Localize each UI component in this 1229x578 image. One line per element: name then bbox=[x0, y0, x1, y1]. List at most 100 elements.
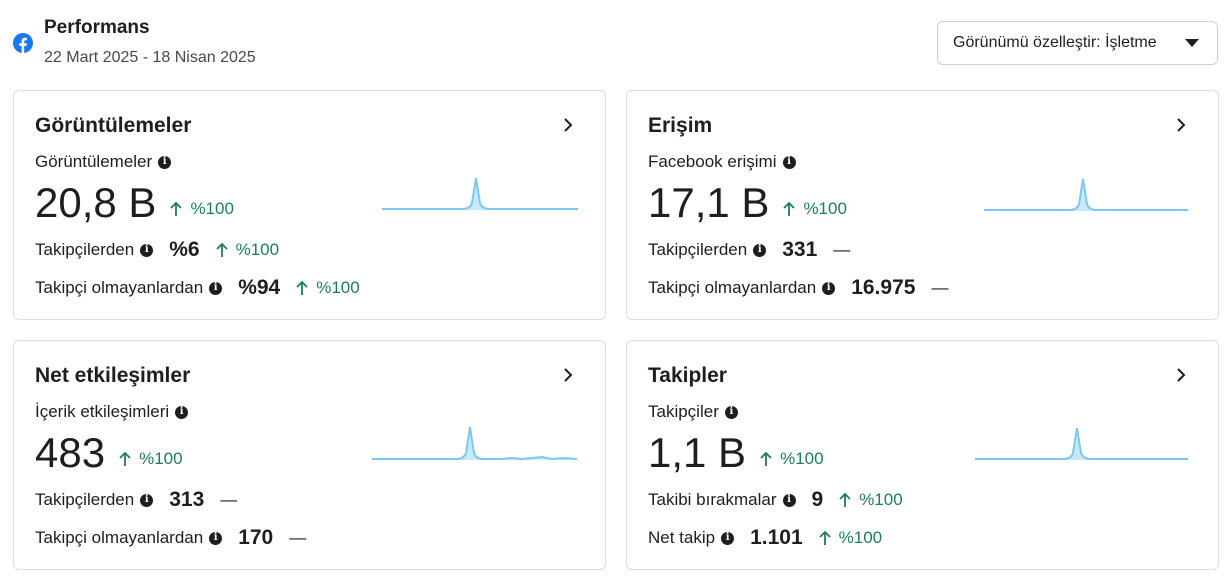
chevron-right-icon[interactable] bbox=[561, 365, 575, 385]
card-net-engagements: Net etkileşimler İçerik etkileşimleri i … bbox=[13, 340, 606, 570]
info-icon[interactable]: i bbox=[140, 493, 154, 507]
breakdown-value: 313 bbox=[169, 488, 205, 511]
info-icon[interactable]: i bbox=[721, 531, 735, 545]
customize-view-label: Görünümü özelleştir: İşletme bbox=[953, 34, 1157, 51]
performance-header: Performans 22 Mart 2025 - 18 Nisan 2025 … bbox=[0, 0, 1229, 80]
breakdown-label: Takibi bırakmalar bbox=[648, 490, 777, 509]
breakdown-label: Takipçi olmayanlardan bbox=[648, 278, 817, 297]
sparkline-chart bbox=[372, 426, 577, 461]
breakdown-delta-text: — bbox=[931, 278, 949, 297]
metric-value-row: 483 %100 bbox=[35, 429, 183, 477]
breakdown-row: Takipçilerden i 331 — bbox=[648, 238, 850, 262]
metric-delta-text: %100 bbox=[803, 199, 847, 218]
metric-value-row: 17,1 B %100 bbox=[648, 179, 847, 227]
arrow-up-icon bbox=[819, 530, 831, 545]
breakdown-delta-text: %100 bbox=[838, 528, 883, 547]
info-icon[interactable]: i bbox=[782, 155, 796, 169]
breakdown-value: 170 bbox=[238, 526, 274, 549]
breakdown-delta: %100 bbox=[819, 528, 882, 548]
breakdown-delta: %100 bbox=[839, 490, 903, 510]
breakdown-delta-text: — bbox=[220, 490, 238, 509]
breakdown-value: 16.975 bbox=[851, 276, 916, 299]
breakdown-label: Takipçi olmayanlardan bbox=[35, 278, 204, 297]
metric-label: Facebook erişimi i bbox=[648, 152, 796, 172]
breakdown-value: %6 bbox=[169, 238, 200, 261]
breakdown-label: Takipçilerden bbox=[35, 490, 135, 509]
breakdown-value: 1.101 bbox=[750, 526, 803, 549]
card-reach: Erişim Facebook erişimi i 17,1 B %100 Ta… bbox=[626, 90, 1219, 320]
breakdown-delta-text: %100 bbox=[316, 278, 360, 297]
breakdown-row: Takipçilerden i 313 — bbox=[35, 488, 237, 512]
arrow-up-icon bbox=[760, 451, 772, 466]
caret-down-icon bbox=[1185, 39, 1199, 47]
chevron-right-icon[interactable] bbox=[1174, 115, 1188, 135]
metric-label-text: İçerik etkileşimleri bbox=[35, 402, 170, 421]
metric-value: 483 bbox=[35, 429, 106, 476]
metric-label-text: Takipçiler bbox=[648, 402, 719, 421]
metric-delta: %100 bbox=[783, 199, 847, 219]
info-icon[interactable]: i bbox=[782, 493, 796, 507]
info-icon[interactable]: i bbox=[209, 531, 223, 545]
facebook-icon bbox=[13, 33, 33, 53]
customize-view-dropdown[interactable]: Görünümü özelleştir: İşletme bbox=[937, 21, 1218, 65]
metric-label-text: Görüntülemeler bbox=[35, 152, 153, 171]
breakdown-row: Net takip i 1.101 %100 bbox=[648, 526, 882, 550]
breakdown-value: 9 bbox=[811, 488, 824, 511]
breakdown-delta-text: — bbox=[833, 240, 851, 259]
metric-label: Görüntülemeler i bbox=[35, 152, 172, 172]
info-icon[interactable]: i bbox=[209, 281, 223, 295]
date-range: 22 Mart 2025 - 18 Nisan 2025 bbox=[44, 49, 256, 66]
arrow-up-icon bbox=[119, 451, 131, 466]
card-title: Net etkileşimler bbox=[35, 364, 191, 387]
breakdown-row: Takipçi olmayanlardan i 170 — bbox=[35, 526, 306, 550]
breakdown-row: Takibi bırakmalar i 9 %100 bbox=[648, 488, 903, 512]
card-views: Görüntülemeler Görüntülemeler i 20,8 B %… bbox=[13, 90, 606, 320]
card-title: Takipler bbox=[648, 364, 727, 387]
breakdown-delta: %100 bbox=[296, 278, 360, 298]
metric-delta-text: %100 bbox=[780, 449, 824, 468]
card-title: Görüntülemeler bbox=[35, 114, 192, 137]
breakdown-label: Takipçi olmayanlardan bbox=[35, 528, 204, 547]
arrow-up-icon bbox=[839, 492, 851, 507]
metric-value: 20,8 B bbox=[35, 179, 157, 226]
metric-delta-text: %100 bbox=[139, 449, 183, 468]
card-title: Erişim bbox=[648, 114, 713, 137]
chevron-right-icon[interactable] bbox=[561, 115, 575, 135]
breakdown-delta-text: — bbox=[289, 528, 307, 547]
breakdown-delta-text: %100 bbox=[235, 240, 280, 259]
info-icon[interactable]: i bbox=[140, 243, 154, 257]
breakdown-row: Takipçi olmayanlardan i 16.975 — bbox=[648, 276, 948, 300]
breakdown-row: Takipçilerden i %6 %100 bbox=[35, 238, 279, 262]
info-icon[interactable]: i bbox=[753, 243, 767, 257]
metric-delta: %100 bbox=[170, 199, 234, 219]
breakdown-delta-text: %100 bbox=[859, 490, 903, 509]
metric-delta: %100 bbox=[760, 449, 824, 469]
metric-value-row: 1,1 B %100 bbox=[648, 429, 824, 477]
breakdown-label: Takipçilerden bbox=[648, 240, 748, 259]
page-title: Performans bbox=[44, 17, 150, 38]
arrow-up-icon bbox=[296, 280, 308, 295]
info-icon[interactable]: i bbox=[158, 155, 172, 169]
breakdown-row: Takipçi olmayanlardan i %94 %100 bbox=[35, 276, 360, 300]
sparkline-chart bbox=[975, 427, 1188, 460]
metric-value: 1,1 B bbox=[648, 429, 747, 476]
info-icon[interactable]: i bbox=[175, 405, 189, 419]
arrow-up-icon bbox=[215, 242, 228, 257]
metric-value-row: 20,8 B %100 bbox=[35, 179, 234, 227]
metric-delta: %100 bbox=[119, 449, 183, 469]
arrow-up-icon bbox=[783, 201, 796, 216]
info-icon[interactable]: i bbox=[822, 281, 836, 295]
metric-value: 17,1 B bbox=[648, 179, 770, 226]
metric-label: Takipçiler i bbox=[648, 402, 738, 422]
breakdown-label: Takipçilerden bbox=[35, 240, 135, 259]
breakdown-delta: %100 bbox=[215, 240, 280, 260]
card-follows: Takipler Takipçiler i 1,1 B %100 Takibi … bbox=[626, 340, 1219, 570]
metric-label-text: Facebook erişimi bbox=[648, 152, 777, 171]
breakdown-label: Net takip bbox=[648, 528, 716, 547]
chevron-right-icon[interactable] bbox=[1174, 365, 1188, 385]
arrow-up-icon bbox=[170, 201, 183, 216]
breakdown-value: %94 bbox=[238, 276, 281, 299]
info-icon[interactable]: i bbox=[724, 405, 738, 419]
metric-delta-text: %100 bbox=[190, 199, 234, 218]
breakdown-value: 331 bbox=[782, 238, 818, 261]
